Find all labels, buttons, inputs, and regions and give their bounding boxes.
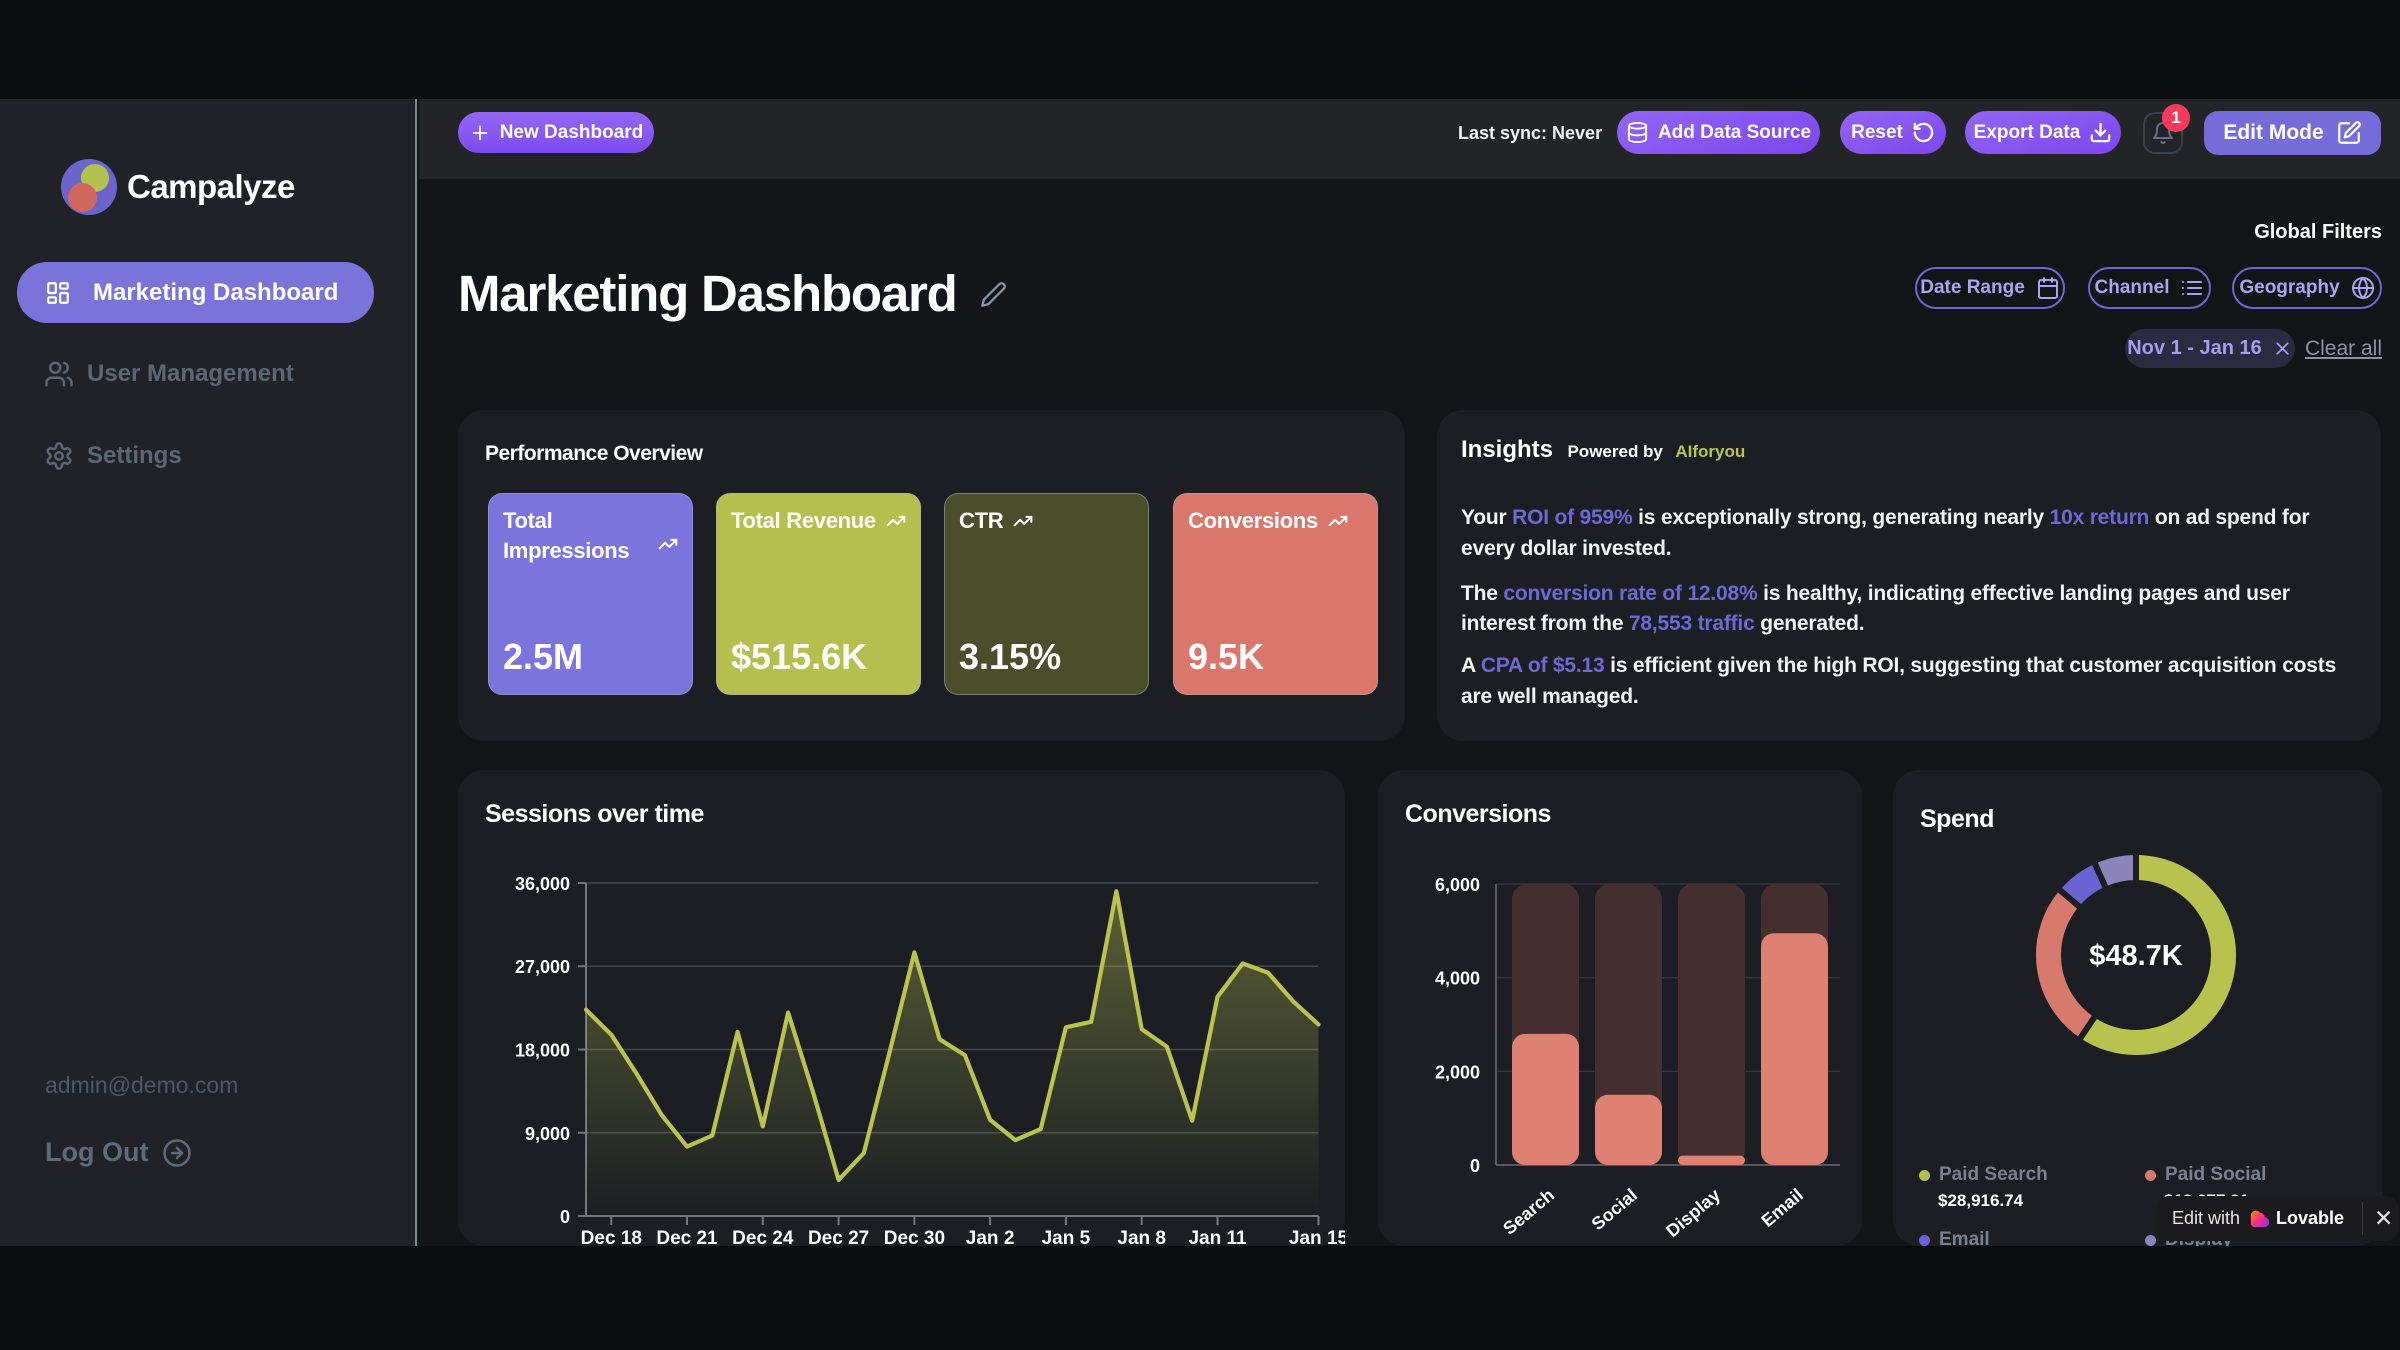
- svg-text:27,000: 27,000: [515, 957, 570, 977]
- svg-text:Search: Search: [1499, 1185, 1558, 1239]
- svg-text:6,000: 6,000: [1435, 875, 1480, 895]
- svg-text:4,000: 4,000: [1435, 969, 1480, 989]
- svg-text:Jan 5: Jan 5: [1042, 1228, 1091, 1246]
- svg-text:Dec 18: Dec 18: [581, 1228, 642, 1246]
- svg-text:Jan 15: Jan 15: [1289, 1228, 1345, 1246]
- svg-text:Dec 24: Dec 24: [732, 1228, 794, 1246]
- svg-text:Jan 8: Jan 8: [1117, 1228, 1166, 1246]
- svg-text:Jan 11: Jan 11: [1188, 1228, 1247, 1246]
- svg-text:Social: Social: [1588, 1185, 1641, 1234]
- svg-text:0: 0: [1470, 1156, 1480, 1176]
- svg-text:18,000: 18,000: [515, 1041, 570, 1061]
- svg-text:Dec 30: Dec 30: [884, 1228, 945, 1246]
- svg-text:$48.7K: $48.7K: [2089, 940, 2183, 972]
- svg-text:Jan 2: Jan 2: [966, 1228, 1015, 1246]
- svg-text:Dec 21: Dec 21: [656, 1228, 718, 1246]
- svg-text:0: 0: [560, 1207, 570, 1227]
- svg-text:Email: Email: [1757, 1185, 1807, 1231]
- svg-text:36,000: 36,000: [515, 874, 570, 894]
- svg-text:Display: Display: [1662, 1185, 1724, 1241]
- svg-text:Dec 27: Dec 27: [808, 1228, 869, 1246]
- svg-text:2,000: 2,000: [1435, 1062, 1480, 1082]
- svg-text:9,000: 9,000: [525, 1124, 570, 1144]
